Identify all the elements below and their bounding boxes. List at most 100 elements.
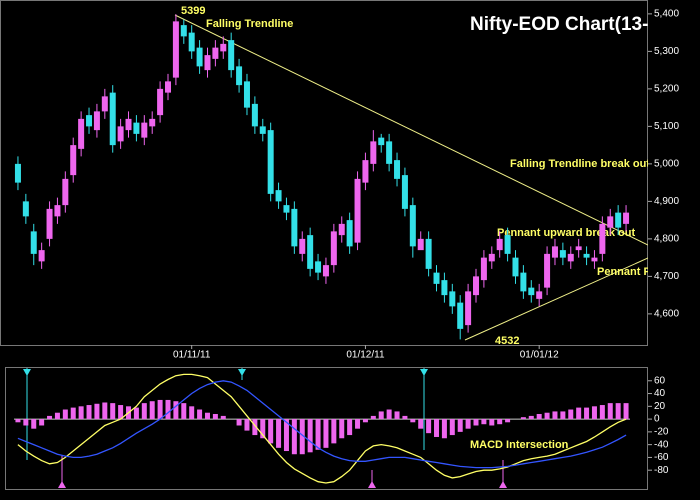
candle-body (283, 205, 290, 213)
histogram-bar (449, 419, 455, 436)
macd-line (17, 380, 627, 469)
candle-body (559, 250, 566, 258)
histogram-bar (299, 419, 305, 455)
histogram-bar (189, 406, 195, 420)
price-plot: Nifty-EOD Chart(13-Jan-2011) 5399 Fallin… (14, 5, 648, 345)
candle-body (583, 253, 590, 258)
histogram-bar (276, 419, 282, 448)
x-tick-label: 01/01/12 (520, 350, 559, 361)
candle-body (409, 205, 416, 247)
histogram-bar (78, 406, 84, 420)
candle-body (433, 272, 440, 284)
candle-body (165, 81, 171, 93)
y-tick-label: 4,600 (654, 309, 679, 320)
histogram-bar (599, 405, 605, 420)
histogram-bar (362, 419, 368, 423)
histogram-bar (591, 406, 597, 420)
histogram-bar (118, 405, 124, 420)
histogram-bar (70, 407, 76, 420)
candle-body (338, 223, 345, 236)
candle-body (394, 160, 401, 179)
candle-body (591, 257, 598, 262)
histogram-bar (473, 419, 479, 426)
histogram-bar (489, 419, 495, 426)
histogram-bar (331, 419, 337, 444)
histogram-bar (441, 419, 447, 439)
candle-body (259, 126, 266, 134)
candle-body (599, 223, 606, 254)
candle-body (299, 238, 306, 254)
candle-body (251, 103, 258, 127)
histogram-bar (212, 413, 218, 420)
annotation: Pennant upward break out (497, 227, 635, 239)
candle-body (520, 272, 527, 292)
candle-body (623, 212, 630, 224)
macd-plot: MACD Intersection (14, 368, 630, 488)
candle-body (30, 231, 37, 254)
candle-body (378, 137, 385, 146)
histogram-bar (520, 417, 526, 420)
histogram-bar (39, 419, 45, 426)
candle-body (567, 253, 574, 262)
histogram-bar (220, 415, 226, 420)
candle-body (307, 235, 314, 269)
candle-body (496, 238, 503, 251)
histogram-bar (347, 419, 353, 436)
candle-body (101, 96, 108, 112)
histogram-bar (465, 419, 471, 429)
candle-body (275, 190, 282, 202)
falling-trendline (174, 14, 648, 246)
histogram-bar (552, 411, 558, 420)
histogram-bar (623, 403, 629, 420)
histogram-bar (86, 405, 92, 420)
candle-body (615, 212, 622, 228)
y-tick-label: 40 (654, 388, 666, 399)
histogram-bar (434, 419, 440, 437)
price-panel (0, 0, 648, 346)
candle-body (133, 122, 140, 134)
histogram-bar (94, 403, 100, 420)
histogram-bar (481, 419, 487, 425)
candle-body (575, 246, 582, 251)
candle-body (449, 291, 456, 307)
histogram-bar (560, 411, 566, 420)
histogram-bar (141, 403, 147, 420)
histogram-bar (457, 419, 463, 432)
histogram-bar (536, 413, 542, 420)
histogram-bar (528, 415, 534, 420)
candle-body (504, 235, 511, 254)
candle-body (93, 111, 100, 131)
candle-body (528, 287, 535, 296)
candle-body (607, 216, 614, 228)
candle-body (117, 126, 124, 142)
candle-body (172, 21, 179, 78)
candle-body (149, 118, 156, 127)
candle-body (180, 25, 187, 37)
macd-line (17, 373, 627, 484)
histogram-bar (283, 419, 289, 452)
histogram-bar (418, 419, 424, 429)
x-tick-label: 01/11/11 (173, 350, 211, 361)
histogram-bar (402, 415, 408, 420)
histogram-bar (568, 409, 574, 420)
y-tick-label: 5,300 (654, 46, 679, 57)
histogram-bar (244, 419, 250, 431)
histogram-bar (165, 399, 171, 420)
histogram-bar (355, 419, 361, 429)
histogram-bar (15, 419, 21, 423)
sell-marker (238, 369, 246, 376)
pennant-line (464, 257, 648, 341)
y-tick-label: -60 (654, 452, 669, 463)
histogram-bar (576, 407, 582, 420)
y-tick-label: 60 (654, 375, 666, 386)
macd-panel (5, 367, 648, 490)
histogram-bar (584, 407, 590, 420)
candle-body (220, 43, 227, 52)
candle-body (441, 280, 448, 296)
histogram-bar (23, 419, 29, 426)
y-tick-label: 20 (654, 401, 666, 412)
histogram-bar (268, 419, 274, 444)
candle-body (370, 141, 377, 164)
candle-body (488, 253, 495, 262)
candle-body (417, 238, 424, 251)
